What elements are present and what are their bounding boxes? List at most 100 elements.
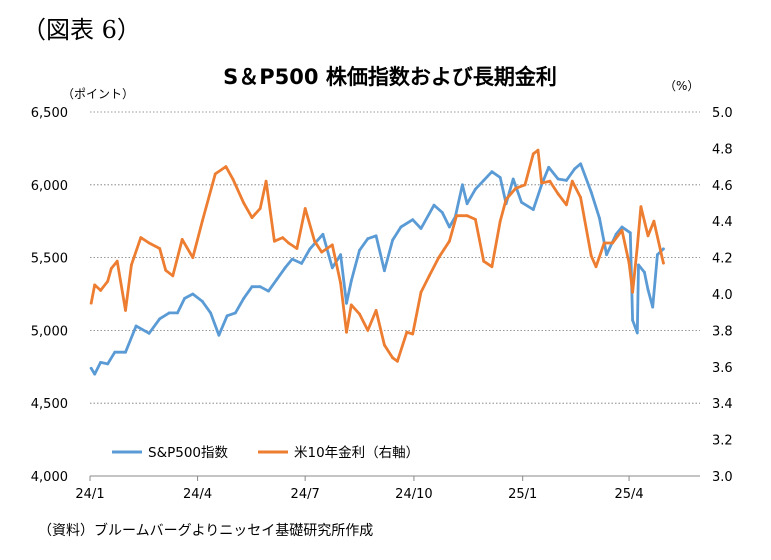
data-point (200, 299, 204, 303)
data-point (99, 361, 102, 364)
data-point (124, 350, 127, 354)
data-point (191, 256, 195, 259)
data-point (594, 265, 598, 269)
data-point (498, 176, 502, 179)
x-axis: 24/1 24/4 24/7 24/10 25/1 25/4 (75, 475, 700, 502)
data-point (411, 218, 415, 222)
left-tick-label: 4,000 (31, 470, 68, 485)
data-point (536, 148, 540, 152)
data-point (258, 285, 262, 289)
data-point (579, 196, 582, 199)
chart: S＆P500 株価指数および長期金利 （ポイント） （%） 4,000 4,500… (31, 65, 733, 502)
data-point (345, 330, 348, 334)
left-tick-label: 5,500 (31, 252, 68, 267)
series-2 (89, 148, 665, 363)
data-point (598, 216, 601, 220)
right-tick-label: 3.0 (712, 470, 733, 485)
data-point (602, 241, 606, 245)
data-point (628, 231, 632, 235)
data-point (281, 236, 285, 240)
chart-title: S＆P500 株価指数および長期金利 (223, 65, 557, 89)
data-point (358, 248, 361, 252)
data-point (242, 201, 246, 205)
right-axis: 3.0 3.2 3.4 3.6 3.8 4.0 4.2 4.4 4.6 4.8 5.0 (712, 106, 733, 485)
series-line (89, 162, 665, 376)
right-tick-label: 3.2 (712, 434, 733, 449)
left-tick-label: 5,000 (31, 324, 68, 339)
data-point (183, 297, 187, 300)
right-tick-label: 3.4 (712, 397, 733, 412)
x-tick-label: 25/4 (614, 487, 643, 502)
data-point (573, 167, 577, 171)
data-point (490, 265, 494, 269)
data-point (620, 228, 624, 232)
data-point (490, 170, 494, 174)
data-point (448, 239, 451, 243)
figure-label: （図表 6） (22, 16, 141, 44)
data-point (158, 247, 162, 250)
x-tick-label: 24/7 (291, 487, 320, 502)
data-point (514, 187, 517, 190)
right-tick-label: 5.0 (712, 106, 733, 121)
data-point (565, 179, 568, 182)
series-line (89, 148, 665, 363)
data-point (115, 259, 119, 263)
data-point (646, 234, 650, 238)
data-point (349, 303, 353, 307)
source-note: （資料）ブルームバーグよりニッセイ基礎研究所作成 (38, 523, 374, 539)
data-point (158, 317, 162, 321)
data-point (167, 311, 171, 315)
legend-label: S&P500指数 (148, 445, 229, 461)
data-point (396, 359, 399, 363)
data-point (330, 266, 334, 270)
data-point (531, 208, 535, 212)
data-point (106, 362, 110, 366)
data-point (461, 183, 464, 187)
data-point (391, 238, 394, 242)
left-axis: 4,000 4,500 5,000 5,500 6,000 6,500 (31, 106, 68, 485)
data-point (437, 256, 441, 259)
data-point (474, 187, 477, 191)
data-point (482, 179, 486, 182)
data-point (440, 211, 444, 214)
series-layer (89, 148, 665, 376)
left-tick-label: 4,500 (31, 397, 68, 412)
data-point (556, 192, 560, 196)
data-point (631, 318, 634, 322)
data-point (147, 241, 151, 245)
data-point (349, 279, 353, 283)
data-point (374, 234, 378, 238)
x-tick-label: 24/1 (75, 487, 104, 502)
data-point (579, 162, 582, 166)
data-point (171, 274, 175, 278)
data-point (308, 247, 312, 251)
x-tick-label: 24/4 (183, 487, 212, 502)
data-point (320, 250, 324, 254)
data-point (652, 219, 656, 223)
right-axis-unit: （%） (664, 79, 699, 93)
left-axis-unit: （ポイント） (62, 87, 134, 101)
data-point (300, 262, 303, 265)
left-tick-label: 6,500 (31, 106, 68, 121)
data-point (656, 253, 659, 257)
data-point (646, 288, 650, 291)
data-point (287, 241, 290, 245)
data-point (217, 333, 221, 337)
data-point (295, 247, 299, 250)
data-point (106, 279, 110, 283)
right-tick-label: 3.6 (712, 361, 733, 376)
data-point (465, 214, 469, 218)
data-point (399, 225, 403, 229)
data-point (130, 263, 133, 267)
data-point (589, 190, 593, 194)
data-point (419, 227, 423, 230)
data-point (313, 239, 316, 243)
data-point (213, 172, 217, 176)
data-point (191, 292, 195, 296)
data-point (411, 332, 415, 336)
data-point (662, 261, 665, 265)
data-point (139, 236, 143, 240)
data-point (374, 309, 378, 312)
data-point (605, 253, 608, 257)
data-point (176, 311, 179, 315)
